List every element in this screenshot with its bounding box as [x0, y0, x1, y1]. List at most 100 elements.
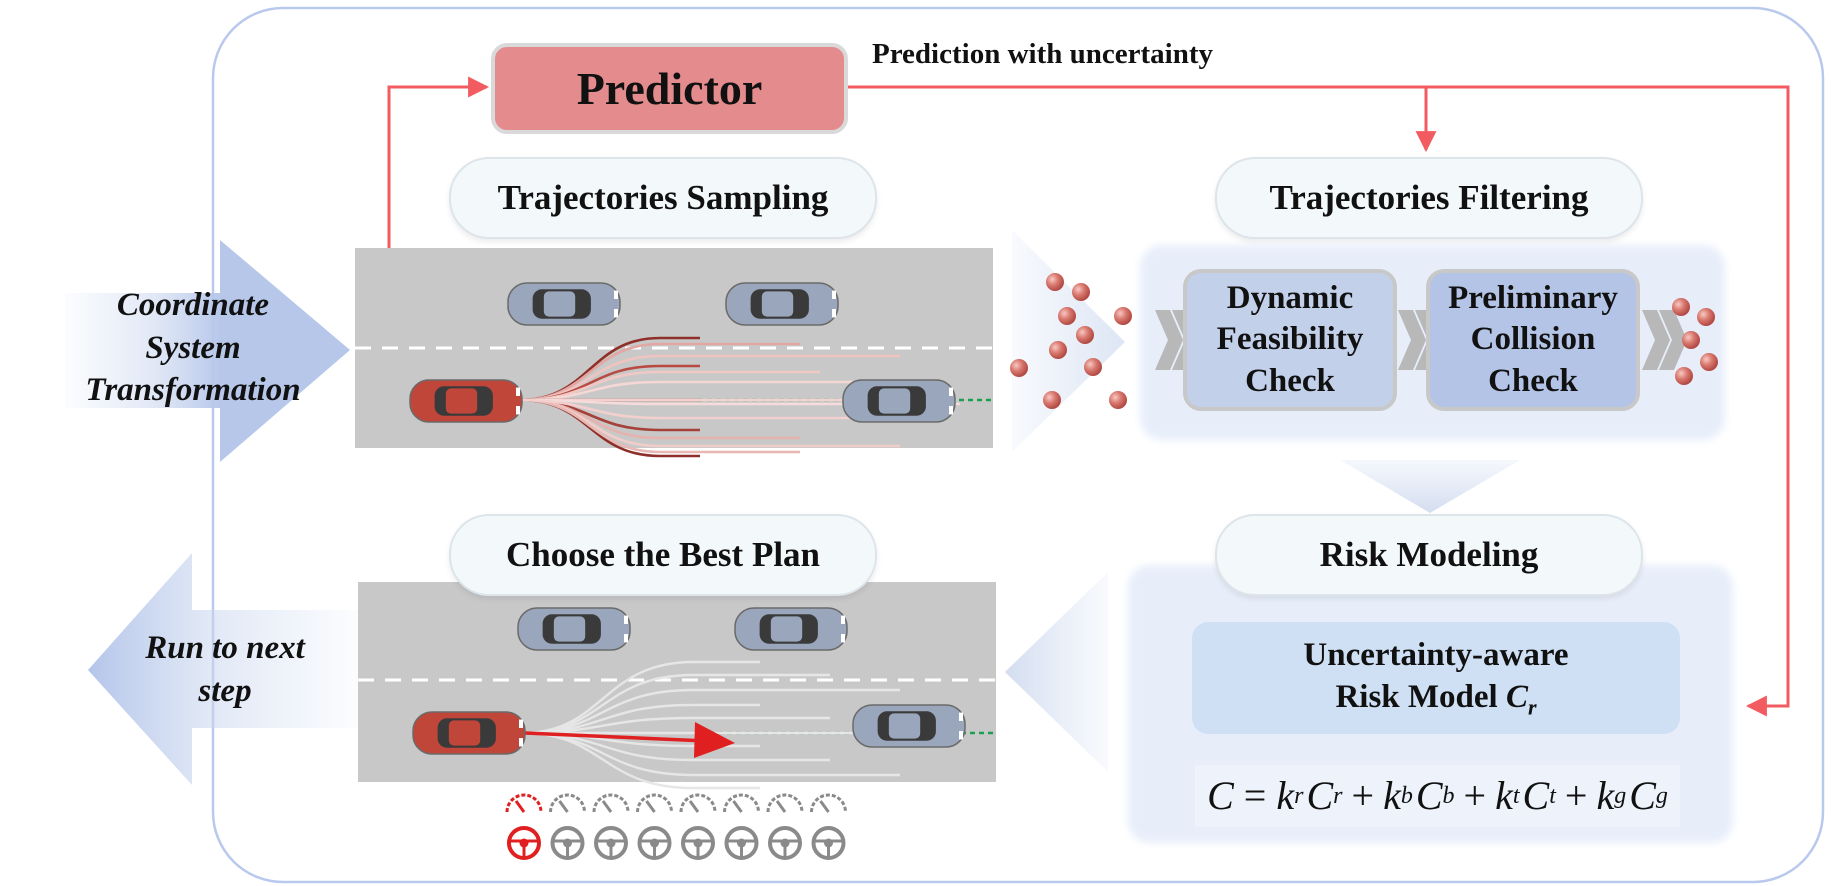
steering-wheel-icon: [724, 826, 759, 860]
selected-control: [505, 793, 543, 860]
car-roof: [878, 388, 911, 414]
car-headlight: [949, 387, 953, 396]
speed-gauge-icon: [549, 793, 586, 813]
car-roof: [770, 616, 803, 642]
risk-model-line2: Risk Model Cr: [1335, 677, 1536, 721]
formula-c-sub: b: [1442, 783, 1455, 809]
risk-to-bestplan-chevron: [1005, 572, 1108, 772]
formula-c-sub: g: [1655, 783, 1668, 809]
car-roof: [445, 388, 478, 414]
other-car: [852, 704, 966, 748]
formula-c-sub: r: [1333, 783, 1343, 809]
input-arrow: [65, 240, 350, 462]
risk-model-line1: Uncertainty-aware: [1303, 637, 1569, 674]
other-car: [842, 379, 956, 423]
stage-filtering: Trajectories Filtering: [1215, 157, 1643, 239]
speed-gauge-icon: [636, 793, 673, 813]
control-option: [766, 793, 804, 860]
car-headlight: [841, 615, 845, 624]
formula-k: k: [1596, 773, 1615, 818]
formula-k-sub: r: [1294, 783, 1304, 809]
control-option: [679, 793, 717, 860]
predictor-label: Predictor: [576, 62, 763, 114]
gauge-needle: [601, 800, 613, 813]
steering-wheel-icon: [811, 826, 846, 860]
car-roof: [553, 616, 586, 642]
collision-check-label: Preliminary Collision Check: [1448, 280, 1618, 399]
car-headlight: [949, 406, 953, 415]
filtering-to-risk-chevron: [1340, 460, 1520, 513]
risk-model-label: Uncertainty-aware Risk Model Cr: [1192, 622, 1680, 734]
car-headlight: [959, 731, 963, 740]
collision-check-box: [1426, 269, 1640, 411]
input-label: Coordinate System Transformation: [85, 286, 301, 409]
risk-model-box: [1192, 622, 1680, 734]
car-roof: [543, 291, 576, 317]
speed-gauge-icon: [592, 793, 630, 813]
connector-to-predictor: [387, 76, 490, 250]
gauge-needle: [514, 800, 526, 813]
sampling-to-filtering-chevron: [1012, 230, 1125, 452]
steering-wheel-icon: [594, 826, 628, 860]
control-icons: [505, 793, 847, 860]
formula-c-sub: t: [1549, 783, 1556, 809]
dynamic-check-label: Dynamic Feasibility Check: [1216, 280, 1364, 399]
control-option: [636, 793, 673, 860]
car-roof: [761, 291, 794, 317]
dynamic-check-box: [1183, 269, 1397, 411]
trajectory-line: [519, 398, 800, 454]
car-headlight: [519, 719, 523, 728]
formula-lhs: C: [1207, 773, 1234, 818]
gauge-needle: [775, 800, 787, 813]
car-roof: [888, 713, 921, 739]
steering-wheel-icon: [507, 826, 541, 860]
formula-k: k: [1495, 773, 1513, 818]
car-headlight: [614, 290, 618, 299]
steering-wheel-icon: [550, 826, 585, 860]
steering-wheel-icon: [681, 826, 715, 860]
car-headlight: [516, 406, 520, 415]
car-headlight: [832, 290, 836, 299]
stage-risk-modeling: Risk Modeling: [1215, 514, 1643, 596]
trajectory-line: [519, 398, 900, 420]
formula-eq: =: [1243, 773, 1267, 818]
formula-box: [1195, 765, 1680, 827]
stage-sampling: Trajectories Sampling: [449, 157, 877, 239]
gauge-needle: [645, 800, 656, 813]
vehicles: [409, 282, 966, 755]
car-headlight: [832, 309, 836, 318]
ego-car: [409, 379, 523, 423]
formula-c: C: [1629, 773, 1656, 818]
prediction-note: Prediction with uncertainty: [872, 37, 1213, 70]
gauge-needle: [732, 800, 743, 813]
stage-best-plan: Choose the Best Plan: [449, 514, 877, 596]
formula-c: C: [1306, 773, 1334, 818]
control-option: [723, 793, 760, 860]
formula-k-sub: g: [1614, 783, 1627, 809]
predictor-box: [491, 43, 848, 134]
formula-k: k: [1383, 773, 1401, 818]
formula-plus: +: [1564, 773, 1588, 818]
speed-gauge-icon: [723, 793, 760, 813]
speed-gauge-icon: [505, 793, 543, 813]
formula-k-sub: t: [1512, 783, 1520, 809]
best-plan-arrowhead: [694, 722, 735, 758]
ego-car: [412, 711, 526, 755]
gauge-needle: [688, 800, 700, 813]
car-headlight: [516, 387, 520, 396]
car-headlight: [624, 615, 628, 624]
sampled-trajectories: [519, 336, 960, 458]
car-headlight: [841, 634, 845, 643]
gauge-needle: [819, 800, 830, 813]
car-headlight: [624, 634, 628, 643]
connector-to-risk-model: [1426, 85, 1790, 717]
risk-symbol-sub: r: [1527, 694, 1537, 720]
speed-gauge-icon: [766, 793, 804, 813]
risk-symbol: C: [1505, 678, 1528, 715]
formula-k: k: [1276, 773, 1295, 818]
steering-wheel-icon: [768, 826, 802, 860]
formula-k-sub: b: [1400, 783, 1413, 809]
speed-gauge-icon: [679, 793, 717, 813]
other-car: [517, 607, 631, 651]
